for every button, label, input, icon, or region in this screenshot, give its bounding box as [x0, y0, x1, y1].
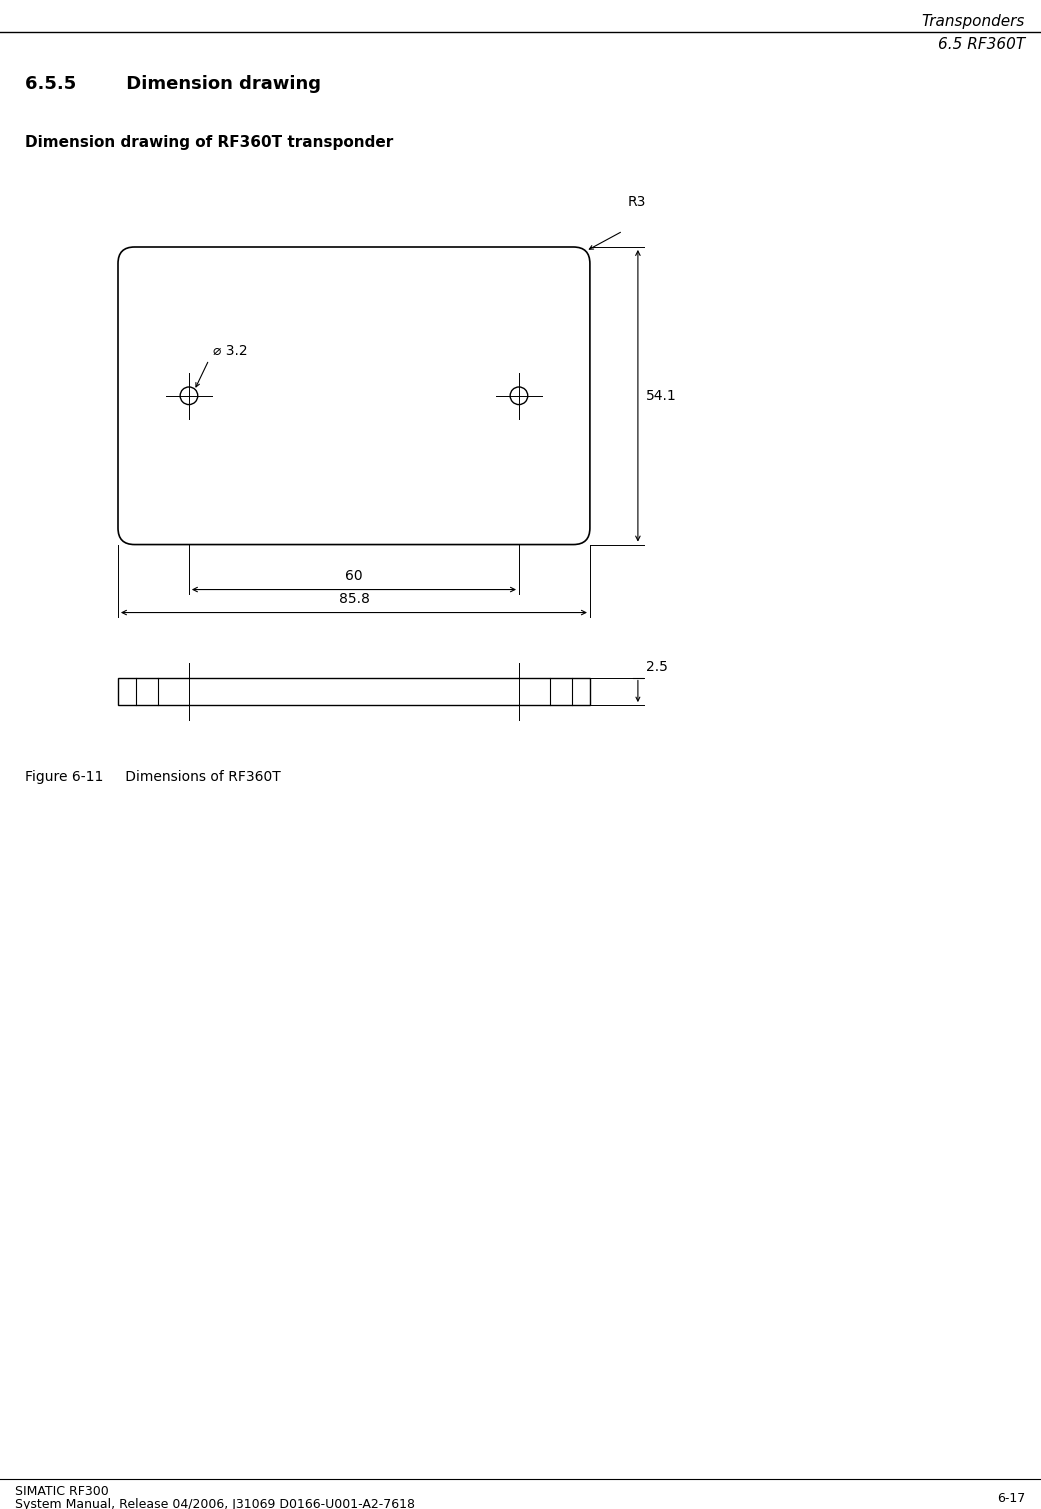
Text: ⌀ 3.2: ⌀ 3.2 [213, 344, 248, 358]
Text: R3: R3 [628, 195, 646, 210]
Text: Figure 6-11     Dimensions of RF360T: Figure 6-11 Dimensions of RF360T [25, 770, 281, 785]
Text: Dimension drawing of RF360T transponder: Dimension drawing of RF360T transponder [25, 134, 393, 149]
Text: 85.8: 85.8 [338, 592, 370, 605]
Bar [118, 678, 590, 705]
Text: 2.5: 2.5 [645, 659, 667, 673]
Text: SIMATIC RF300: SIMATIC RF300 [15, 1485, 108, 1498]
Text: 6-17: 6-17 [996, 1492, 1025, 1504]
Text: System Manual, Release 04/2006, J31069 D0166-U001-A2-7618: System Manual, Release 04/2006, J31069 D… [15, 1498, 415, 1509]
Text: 60: 60 [346, 569, 362, 582]
Text: 6.5.5        Dimension drawing: 6.5.5 Dimension drawing [25, 75, 321, 94]
Text: 6.5 RF360T: 6.5 RF360T [938, 38, 1025, 51]
Text: 54.1: 54.1 [645, 389, 677, 403]
Text: Transponders: Transponders [921, 14, 1025, 29]
